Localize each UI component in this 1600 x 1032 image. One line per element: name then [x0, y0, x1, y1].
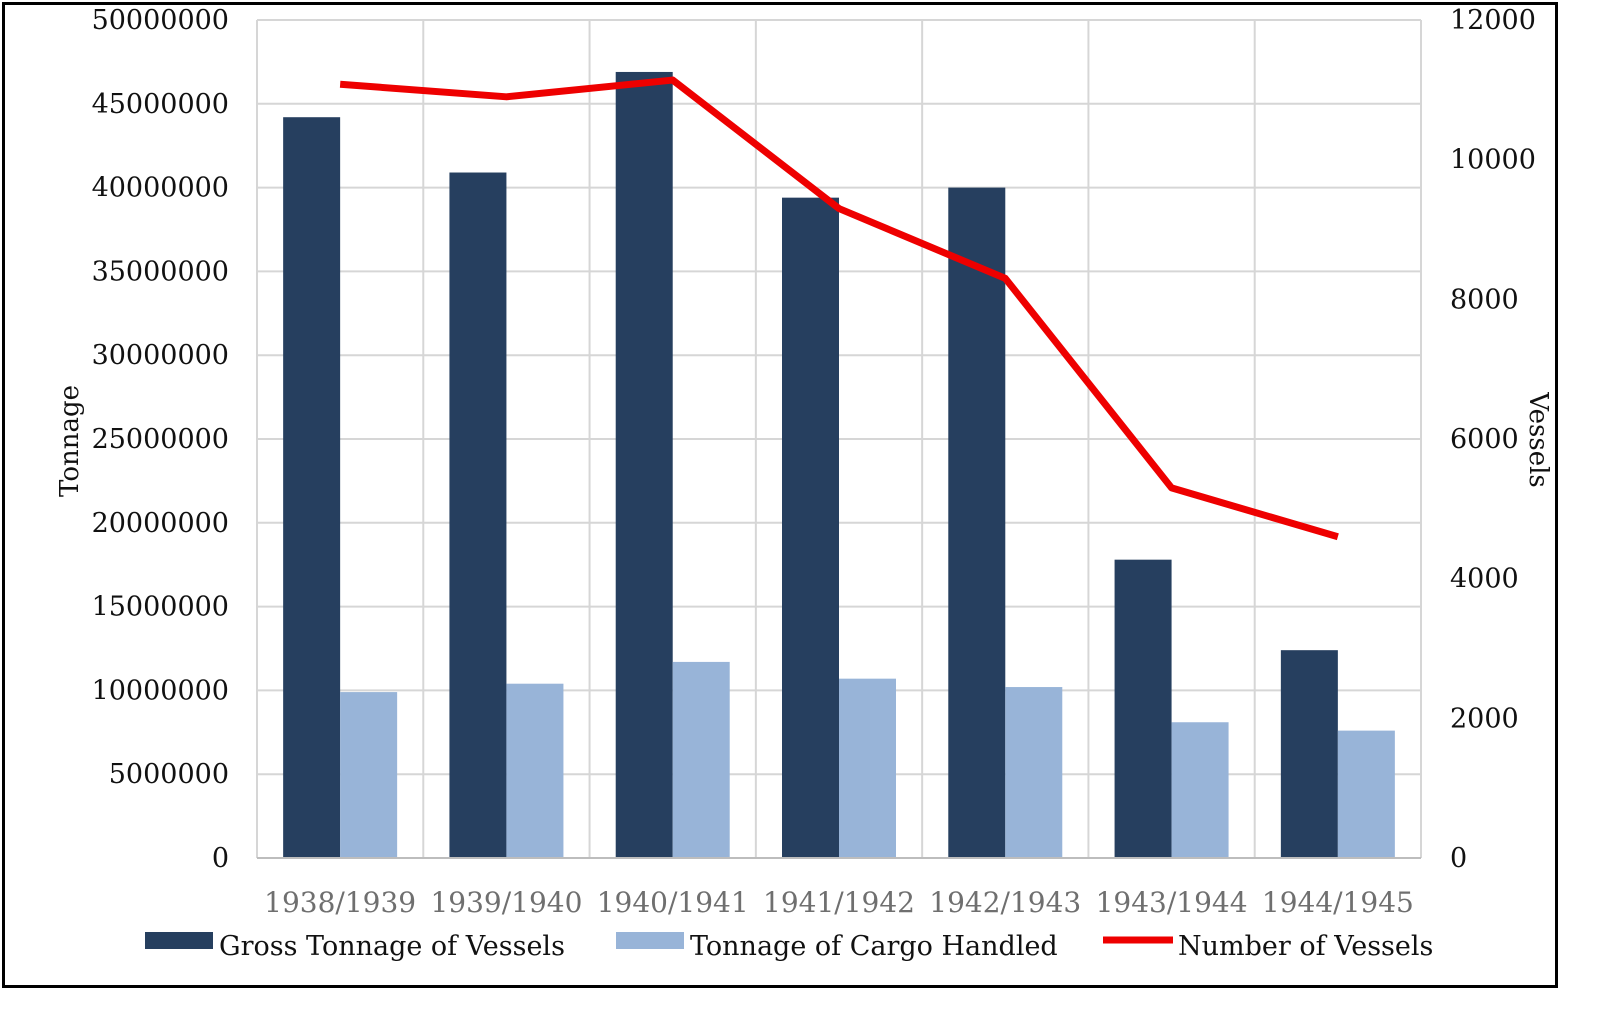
y-tick-label: 30000000 — [92, 340, 229, 371]
x-tick-label: 1941/1942 — [763, 886, 915, 919]
bar-gross-tonnage — [1114, 559, 1172, 858]
y-tick-label: 50000000 — [92, 5, 229, 36]
bar-gross-tonnage — [283, 117, 341, 858]
bar-cargo-tonnage — [672, 661, 730, 858]
y-axis-title: Tonnage — [55, 385, 85, 497]
x-tick-label: 1944/1945 — [1262, 886, 1414, 919]
legend-swatch — [616, 932, 684, 949]
bar-gross-tonnage — [615, 71, 673, 859]
y2-tick-label: 8000 — [1450, 284, 1519, 315]
y-tick-label: 5000000 — [109, 759, 229, 790]
x-tick-label: 1942/1943 — [929, 886, 1081, 919]
bar-cargo-tonnage — [839, 678, 896, 858]
y-tick-label: 10000000 — [92, 675, 229, 706]
bar-cargo-tonnage — [340, 692, 398, 858]
x-tick-label: 1943/1944 — [1096, 886, 1248, 919]
x-tick-label: 1938/1939 — [264, 886, 416, 919]
bar-gross-tonnage — [1280, 650, 1338, 858]
chart-frame — [2, 2, 1558, 988]
y-tick-label: 40000000 — [92, 173, 229, 204]
y2-axis-title: Vessels — [1523, 391, 1553, 488]
line-number-of-vessels — [339, 76, 1339, 541]
bar-gross-tonnage — [948, 187, 1006, 859]
bar-cargo-tonnage — [1005, 687, 1063, 858]
y-tick-label: 35000000 — [92, 256, 229, 287]
y2-tick-label: 2000 — [1450, 703, 1519, 734]
legend-label: Number of Vessels — [1178, 931, 1433, 962]
legend-swatch — [145, 932, 213, 949]
y-tick-label: 20000000 — [92, 508, 229, 539]
y2-tick-label: 10000 — [1450, 145, 1536, 176]
bar-gross-tonnage — [782, 197, 839, 858]
y-tick-label: 45000000 — [92, 89, 229, 120]
y2-tick-label: 6000 — [1450, 424, 1519, 455]
y2-tick-label: 0 — [1450, 843, 1467, 874]
x-tick-label: 1939/1940 — [430, 886, 582, 919]
bar-gross-tonnage — [449, 172, 507, 859]
bar-cargo-tonnage — [506, 683, 564, 858]
y2-tick-label: 12000 — [1450, 5, 1536, 36]
bar-cargo-tonnage — [1337, 730, 1395, 858]
y-tick-label: 25000000 — [92, 424, 229, 455]
legend-label: Tonnage of Cargo Handled — [690, 931, 1058, 962]
y-tick-label: 0 — [212, 843, 229, 874]
x-tick-label: 1940/1941 — [597, 886, 749, 919]
y2-tick-label: 4000 — [1450, 564, 1519, 595]
y-tick-label: 15000000 — [92, 592, 229, 623]
bar-cargo-tonnage — [1171, 722, 1229, 858]
legend-label: Gross Tonnage of Vessels — [219, 931, 565, 962]
